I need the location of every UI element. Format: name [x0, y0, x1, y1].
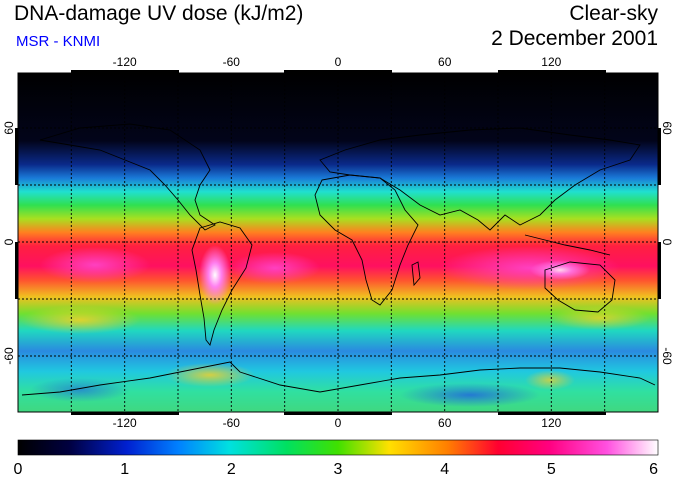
lat-tick-right: -60	[660, 347, 674, 365]
graticule	[18, 73, 658, 412]
antarctica-coast	[21, 361, 656, 396]
lat-tick-left: 0	[2, 238, 16, 245]
map-subtitle: MSR - KNMI	[16, 33, 101, 50]
map-date: 2 December 2001	[491, 27, 658, 50]
lat-tick-left: 60	[2, 121, 16, 135]
lat-tick-left: -60	[2, 347, 16, 365]
lon-tick-bottom: 60	[438, 416, 452, 430]
madagascar-coast	[411, 261, 421, 287]
lon-tick-top: -60	[223, 55, 241, 69]
eurasia-coast	[319, 127, 641, 231]
lon-tick-top: 0	[335, 55, 342, 69]
colorbar-label: 1	[120, 461, 129, 478]
frame-ticks	[15, 70, 661, 415]
lon-tick-top: 60	[438, 55, 452, 69]
colorbar-label: 6	[649, 461, 658, 478]
sky-condition: Clear-sky	[569, 2, 658, 25]
lat-tick-right: 60	[660, 121, 674, 135]
lon-tick-top: 120	[541, 55, 561, 69]
indonesia-coast	[524, 234, 611, 256]
north-america-coast	[39, 123, 216, 231]
colorbar-label: 2	[227, 461, 236, 478]
south-america-coast	[191, 221, 253, 346]
africa-coast	[314, 174, 419, 306]
map-title: DNA-damage UV dose (kJ/m2)	[14, 2, 304, 25]
colorbar-label: 5	[547, 461, 556, 478]
lon-tick-bottom: 0	[335, 416, 342, 430]
colorbar-label: 0	[14, 461, 23, 478]
colorbar-label: 4	[440, 461, 449, 478]
lon-tick-bottom: 120	[541, 416, 561, 430]
colorbar	[17, 439, 659, 456]
colorbar-label: 3	[334, 461, 343, 478]
lon-tick-top: -120	[113, 55, 137, 69]
coastlines	[21, 123, 656, 396]
lon-tick-bottom: -120	[113, 416, 137, 430]
lon-tick-bottom: -60	[223, 416, 241, 430]
lat-tick-right: 0	[660, 239, 674, 246]
